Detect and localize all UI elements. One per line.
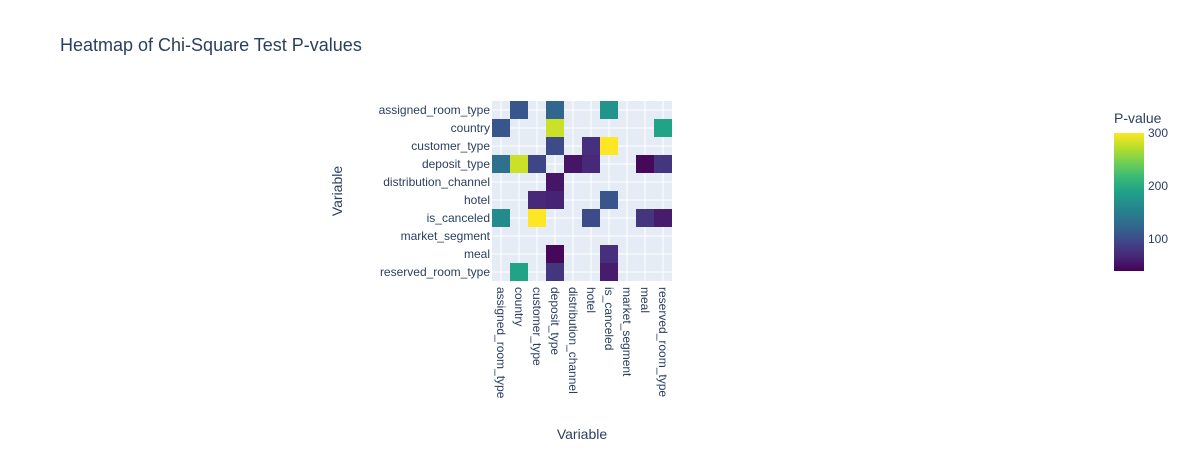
- x-tick-label: meal: [638, 287, 652, 313]
- y-tick-label: assigned_room_type: [379, 103, 491, 117]
- grid-lines: [492, 101, 672, 281]
- colorbar-tick-label: 200: [1148, 179, 1168, 193]
- heatmap-cell: [546, 191, 564, 209]
- y-tick-label: is_canceled: [427, 211, 490, 225]
- x-axis-ticks: assigned_room_type country customer_type de…: [494, 287, 670, 399]
- heatmap-cell: [546, 137, 564, 155]
- plot-area: [492, 101, 672, 281]
- heatmap-cell: [546, 119, 564, 137]
- heatmap-cell: [636, 155, 654, 173]
- heatmap-cell: [654, 209, 672, 227]
- x-tick-label: is_canceled: [602, 287, 616, 350]
- heatmap-cell: [600, 137, 618, 155]
- x-tick-label: country: [512, 287, 526, 326]
- colorbar-tick-label: 100: [1148, 232, 1168, 246]
- colorbar-ticks: 100 200 300: [1148, 126, 1168, 246]
- heatmap-cell: [582, 209, 600, 227]
- heatmap-cell: [510, 263, 528, 281]
- heatmap-cell: [492, 209, 510, 227]
- y-tick-label: distribution_channel: [383, 175, 490, 189]
- x-tick-label: hotel: [584, 287, 598, 313]
- heatmap-cell: [492, 155, 510, 173]
- heatmap-cell: [546, 101, 564, 119]
- heatmap-cell: [510, 101, 528, 119]
- heatmap-cell: [546, 263, 564, 281]
- heatmap-cell: [528, 155, 546, 173]
- x-tick-label: deposit_type: [548, 287, 562, 355]
- y-tick-label: deposit_type: [422, 157, 490, 171]
- heatmap-cell: [654, 119, 672, 137]
- x-tick-label: distribution_channel: [566, 287, 580, 394]
- heatmap-cell: [528, 209, 546, 227]
- x-tick-label: market_segment: [620, 287, 634, 377]
- colorbar: [1114, 133, 1144, 271]
- heatmap-cell: [600, 245, 618, 263]
- heatmap-cell: [600, 263, 618, 281]
- colorbar-title: P-value: [1114, 110, 1162, 126]
- heatmap-cell: [636, 209, 654, 227]
- colorbar-tick-label: 300: [1148, 126, 1168, 140]
- heatmap-cell: [600, 191, 618, 209]
- heatmap-cell: [582, 137, 600, 155]
- y-tick-label: country: [451, 121, 490, 135]
- heatmap-cells: [492, 101, 672, 281]
- x-tick-label: reserved_room_type: [656, 287, 670, 397]
- heatmap-cell: [546, 245, 564, 263]
- y-tick-label: market_segment: [401, 229, 491, 243]
- heatmap-cell: [510, 155, 528, 173]
- x-tick-label: customer_type: [530, 287, 544, 366]
- heatmap-cell: [582, 155, 600, 173]
- chart-title: Heatmap of Chi-Square Test P-values: [60, 35, 362, 55]
- y-tick-label: hotel: [464, 193, 490, 207]
- y-tick-label: meal: [464, 247, 490, 261]
- y-tick-label: reserved_room_type: [380, 265, 490, 279]
- x-tick-label: assigned_room_type: [494, 287, 508, 399]
- heatmap-cell: [564, 155, 582, 173]
- heatmap-cell: [654, 155, 672, 173]
- y-axis-title: Variable: [329, 166, 345, 217]
- x-axis-title: Variable: [557, 426, 608, 442]
- heatmap-cell: [492, 119, 510, 137]
- heatmap-cell: [546, 173, 564, 191]
- heatmap-cell: [528, 191, 546, 209]
- heatmap-cell: [600, 101, 618, 119]
- y-tick-label: customer_type: [411, 139, 490, 153]
